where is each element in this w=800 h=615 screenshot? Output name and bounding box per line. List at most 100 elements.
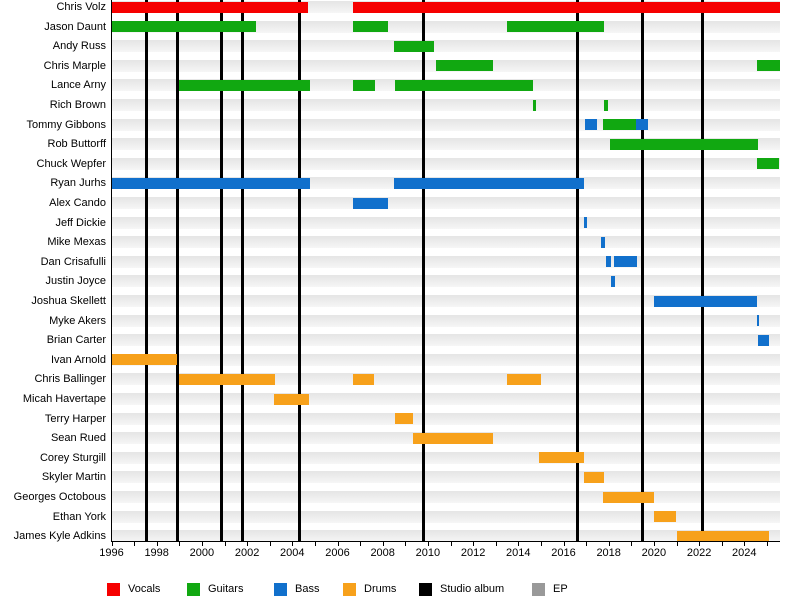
timeline-bar-bass: [635, 119, 649, 131]
timeline-bar-bass: [353, 197, 389, 209]
member-name-label: Rob Buttorff: [47, 138, 107, 151]
studio-album-line: [145, 0, 149, 541]
row-stripe: [112, 393, 780, 405]
member-name-label: Sean Rued: [50, 432, 106, 445]
axis-tick: [224, 541, 226, 546]
timeline-bar-guitars: [507, 21, 605, 33]
year-label: 2024: [732, 547, 757, 559]
timeline-bar-bass: [600, 236, 606, 248]
timeline-bar-guitars: [394, 40, 434, 52]
year-label: 2020: [641, 547, 667, 559]
member-name-label: Ivan Arnold: [50, 353, 106, 366]
timeline-bar-bass: [756, 315, 759, 327]
row-stripe: [112, 255, 780, 268]
member-name-label: Chuck Wepfer: [36, 157, 107, 170]
axis-tick: [653, 541, 655, 546]
year-label: 1996: [99, 547, 124, 559]
member-name-label: Skyler Martin: [41, 471, 106, 484]
timeline-bar-guitars: [353, 79, 375, 91]
axis-tick: [179, 541, 181, 546]
year-label: 2014: [506, 547, 531, 559]
timeline-bar-guitars: [353, 21, 389, 33]
axis-tick: [405, 541, 407, 546]
member-name-label: Georges Octobous: [13, 491, 106, 503]
row-stripe: [112, 491, 780, 503]
axis-tick: [518, 541, 520, 546]
year-label: 2010: [415, 547, 441, 559]
year-label: 2018: [596, 547, 621, 559]
timeline-bar-guitars: [179, 79, 311, 91]
axis-tick: [269, 541, 271, 546]
axis-tick: [631, 541, 633, 546]
member-name-label: Brian Carter: [46, 334, 106, 347]
timeline-bar-bass: [111, 177, 311, 189]
axis-tick: [699, 541, 701, 546]
axis-tick: [201, 541, 203, 546]
timeline-bar-guitars: [435, 60, 494, 72]
timeline-bar-guitars: [756, 60, 781, 72]
timeline-bar-drums: [603, 491, 654, 503]
axis-tick: [608, 541, 610, 546]
axis-tick: [247, 541, 249, 546]
member-name-label: Jeff Dickie: [55, 216, 106, 229]
timeline-bar-vocals: [353, 1, 781, 13]
axis-tick: [473, 541, 475, 546]
member-name-label: Tommy Gibbons: [26, 118, 106, 131]
member-name-label: Chris Volz: [56, 1, 106, 13]
row-stripe: [112, 530, 780, 543]
year-label: 2008: [370, 547, 395, 559]
timeline-bar-bass: [606, 256, 611, 268]
member-name-label: Chris Ballinger: [34, 373, 106, 386]
member-name-label: James Kyle Adkins: [13, 530, 106, 543]
timeline-bar-drums: [413, 432, 494, 444]
year-label: 2002: [234, 547, 260, 559]
row-stripe: [112, 510, 780, 523]
legend-swatch-guitars: [187, 583, 200, 596]
row-stripe: [112, 451, 780, 464]
member-name-label: Jason Daunt: [44, 20, 106, 33]
row-stripe: [112, 157, 780, 170]
member-name-label: Alex Cando: [49, 197, 106, 209]
axis-tick: [540, 541, 542, 546]
member-name-label: Joshua Skellett: [31, 295, 106, 307]
legend-swatch-bass: [274, 583, 287, 596]
axis-tick: [495, 541, 497, 546]
axis-tick: [450, 541, 452, 546]
member-name-label: Rich Brown: [49, 99, 106, 111]
timeline-bar-drums: [179, 373, 276, 385]
timeline-bar-drums: [507, 373, 541, 385]
axis-tick: [337, 541, 339, 546]
timeline-bar-bass: [394, 177, 584, 189]
studio-album-line: [241, 0, 245, 541]
axis-tick: [563, 541, 565, 546]
row-stripe: [112, 353, 780, 366]
timeline-bar-guitars: [609, 138, 758, 150]
member-name-label: Micah Havertape: [22, 393, 106, 405]
axis-tick: [134, 541, 136, 546]
timeline-bar-drums: [538, 452, 584, 464]
row-stripe: [112, 412, 780, 425]
legend-swatch-ep: [532, 583, 545, 596]
timeline-bar-drums: [274, 393, 310, 405]
year-label: 2004: [280, 547, 305, 559]
row-stripe: [112, 216, 780, 229]
member-name-label: Ethan York: [52, 510, 106, 523]
row-stripe: [112, 236, 780, 249]
year-label: 2012: [460, 547, 486, 559]
legend-swatch-drums: [343, 583, 356, 596]
axis-tick: [676, 541, 678, 546]
timeline-bar-bass: [583, 217, 588, 229]
member-name-label: Andy Russ: [52, 40, 106, 53]
timeline-bar-drums: [583, 471, 605, 483]
row-stripe: [112, 118, 780, 131]
axis-tick: [314, 541, 316, 546]
member-name-label: Justin Joyce: [45, 275, 106, 288]
timeline-bar-guitars: [603, 119, 636, 131]
studio-album-line: [175, 0, 179, 541]
timeline-bar-drums: [353, 373, 374, 385]
year-label: 1998: [144, 547, 169, 559]
timeline-bar-bass: [653, 295, 757, 307]
legend-label-drums: Drums: [364, 583, 397, 595]
axis-tick: [382, 541, 384, 546]
legend-label-bass: Bass: [295, 583, 320, 595]
